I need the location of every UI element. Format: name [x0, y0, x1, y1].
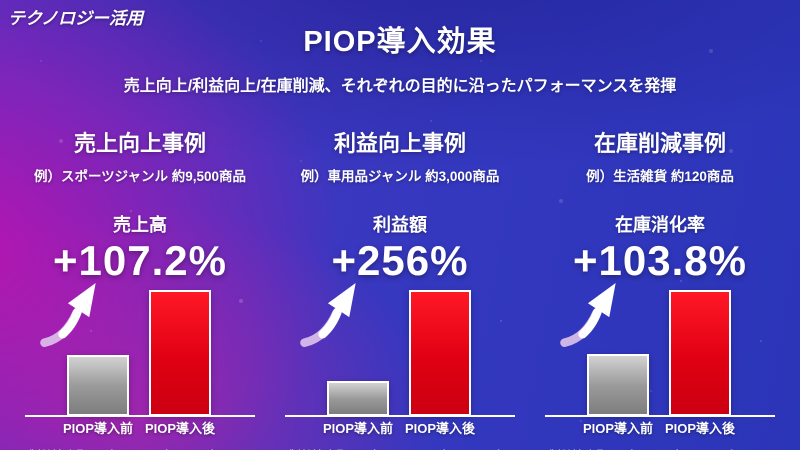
chart-baseline	[25, 415, 255, 418]
case-column-profit: 利益向上事例 例）車用品ジャンル 約3,000商品 利益額 +256% PIOP…	[276, 126, 524, 450]
metric-label: 売上高	[113, 215, 167, 235]
bar-before	[327, 381, 389, 417]
growth-arrow-icon	[300, 283, 356, 348]
case-columns: 売上向上事例 例）スポーツジャンル 約9,500商品 売上高 +107.2% P…	[0, 96, 800, 450]
bar-after	[149, 290, 211, 417]
bar-chart-sales: PIOP導入前 PIOP導入後	[25, 283, 255, 437]
metric-label: 利益額	[373, 215, 427, 235]
bar-before	[587, 354, 649, 417]
bar-label-after: PIOP導入後	[664, 421, 736, 437]
growth-arrow-icon	[560, 283, 616, 348]
bar-after	[409, 290, 471, 417]
case-heading: 在庫削減事例	[593, 131, 726, 156]
slide-category-tag: テクノロジー活用	[8, 9, 143, 28]
bar-label-before: PIOP導入前	[322, 421, 394, 437]
case-example: 例）スポーツジャンル 約9,500商品	[33, 169, 247, 184]
metric-label: 在庫消化率	[615, 215, 705, 235]
page-title: PIOP導入効果	[303, 26, 497, 58]
metric-value: +256%	[331, 237, 469, 284]
bar-label-after: PIOP導入後	[404, 421, 476, 437]
case-heading: 売上向上事例	[73, 131, 206, 156]
chart-baseline	[545, 415, 775, 418]
case-column-sales: 売上向上事例 例）スポーツジャンル 約9,500商品 売上高 +107.2% P…	[16, 126, 264, 450]
growth-arrow-icon	[40, 283, 96, 348]
page-subtitle: 売上向上/利益向上/在庫削減、それぞれの目的に沿ったパフォーマンスを発揮	[123, 78, 677, 95]
bar-label-after: PIOP導入後	[144, 421, 216, 437]
case-example: 例）生活雑貨 約120商品	[586, 169, 734, 184]
case-example: 例）車用品ジャンル 約3,000商品	[300, 169, 500, 184]
chart-baseline	[285, 415, 515, 418]
metric-value: +103.8%	[573, 237, 747, 284]
bar-label-before: PIOP導入前	[582, 421, 654, 437]
case-heading: 利益向上事例	[333, 131, 466, 156]
bar-chart-profit: PIOP導入前 PIOP導入後	[285, 283, 515, 437]
case-column-inventory: 在庫削減事例 例）生活雑貨 約120商品 在庫消化率 +103.8% PIOP導…	[536, 126, 784, 450]
bar-before	[67, 355, 129, 417]
metric-value: +107.2%	[53, 237, 227, 284]
bar-label-before: PIOP導入前	[62, 421, 134, 437]
bar-after	[669, 290, 731, 417]
bar-chart-inventory: PIOP導入前 PIOP導入後	[545, 283, 775, 437]
